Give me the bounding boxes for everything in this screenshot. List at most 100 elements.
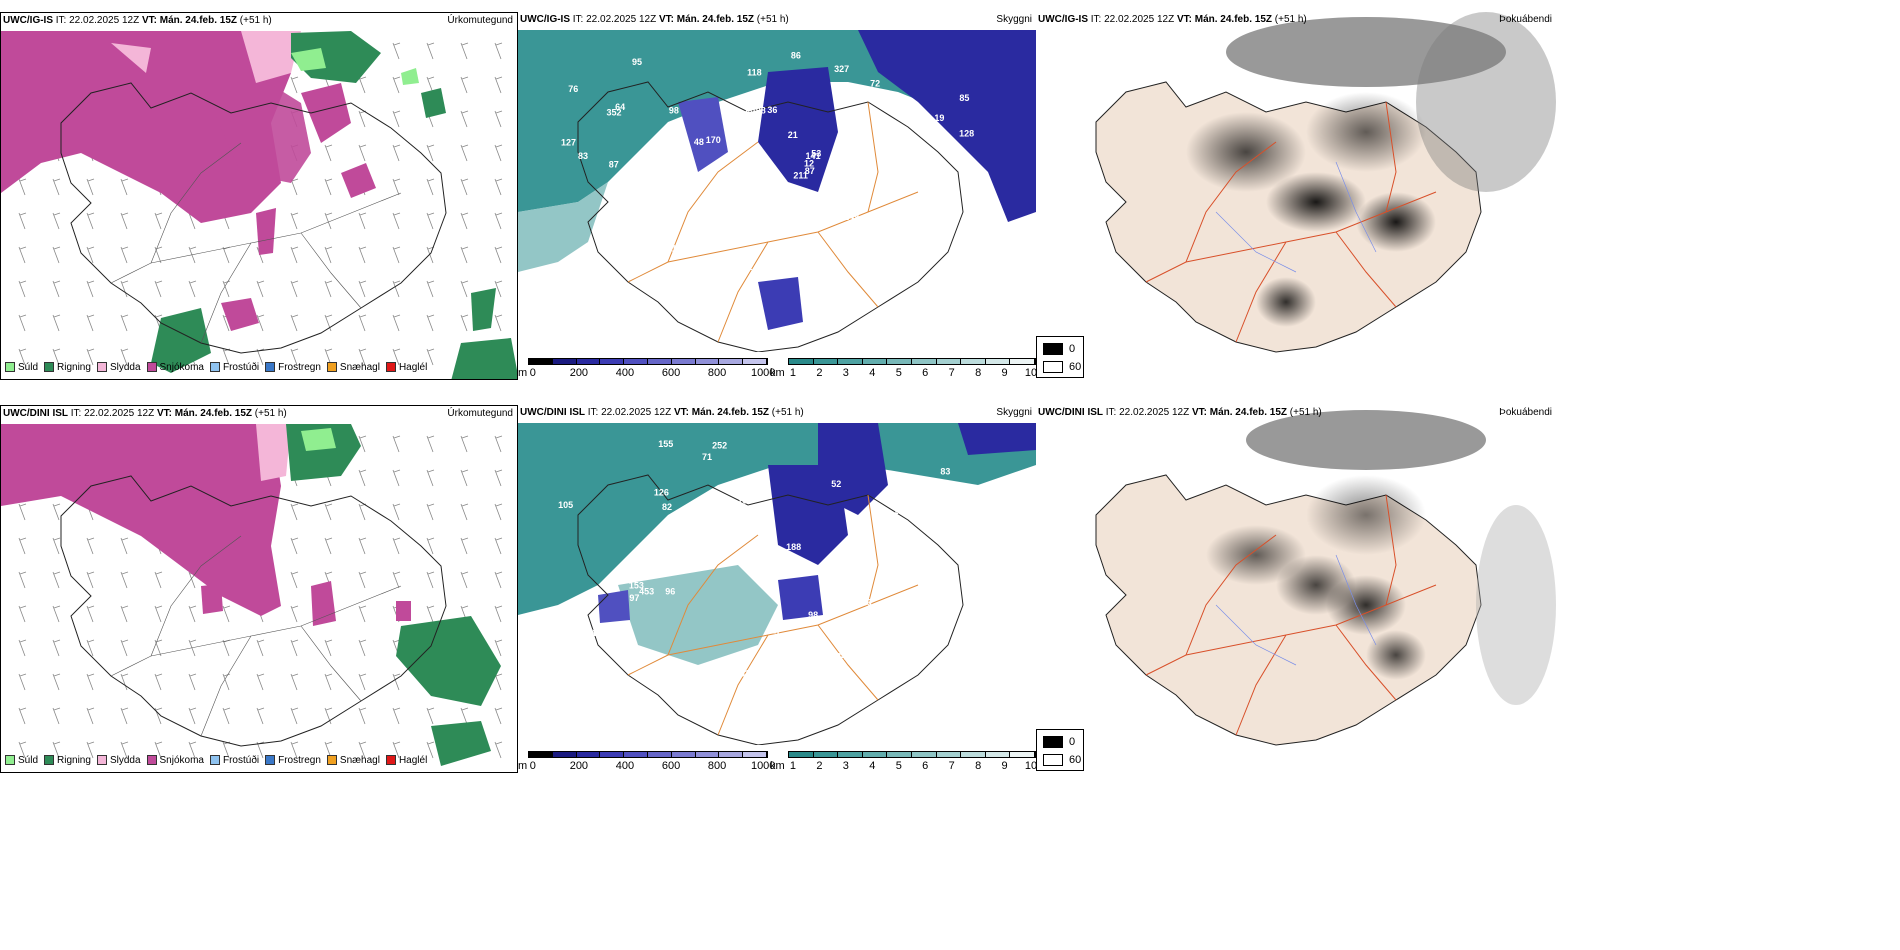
- wind-barb: [392, 212, 401, 230]
- legend-label: Frostregn: [278, 754, 321, 766]
- wind-barb: [494, 246, 503, 264]
- coastline: [577, 474, 964, 745]
- ceiling-value-label: 96: [674, 660, 684, 670]
- wind-barb: [188, 707, 197, 725]
- wind-barb: [290, 212, 299, 230]
- wind-barb: [154, 741, 163, 759]
- wind-barb: [18, 314, 27, 332]
- wind-barb: [154, 639, 163, 657]
- legend-swatch: [385, 755, 396, 765]
- ceiling-ticks: 0 200 400 600 800 1000: [528, 760, 776, 772]
- ceiling-value-label: 81: [742, 262, 752, 272]
- visibility-colorbar-segments: [788, 751, 1036, 758]
- legend-label: Slydda: [109, 361, 141, 373]
- ceiling-value-label: 189: [591, 285, 606, 295]
- wind-barb: [120, 605, 129, 623]
- model-name: UWC/IG-IS: [520, 14, 570, 25]
- init-time: IT: 22.02.2025 12Z: [55, 15, 140, 26]
- ceiling-value-label: 158: [846, 236, 861, 246]
- legend-label: Súld: [18, 754, 39, 766]
- wind-barb: [18, 246, 27, 264]
- wind-barb: [426, 212, 435, 230]
- parameter-title: Þokuábendi: [1499, 14, 1552, 25]
- wind-barb: [256, 314, 265, 332]
- wind-barb: [86, 707, 95, 725]
- legend-swatch: [44, 755, 55, 765]
- ceiling-value-label: 120: [592, 628, 607, 638]
- wind-barb: [494, 537, 503, 555]
- valid-label: VT:: [1176, 14, 1192, 25]
- road-network: [110, 535, 402, 737]
- wind-barb: [392, 314, 401, 332]
- wind-barb: [494, 212, 503, 230]
- legend-item-drizzle: Súld: [5, 362, 38, 373]
- legend-swatch: [326, 362, 337, 372]
- wind-barb: [86, 537, 95, 555]
- ceiling-value-label: 126: [857, 598, 872, 608]
- legend-item-graupel: Snæhagl: [326, 362, 380, 373]
- legend-item-freezing-drizzle: Frostúði: [209, 755, 259, 766]
- wind-barb: [460, 314, 469, 332]
- colorbar-segment: [887, 359, 912, 364]
- ceiling-value-label: 28: [745, 104, 755, 114]
- wind-barb: [18, 280, 27, 298]
- colorbar-segment: [789, 359, 814, 364]
- cloud-map: 906 340 141 158 126 38 188 385 216 204 105 155 120 35…: [518, 423, 1036, 745]
- colorbar-segment: [936, 752, 962, 757]
- wind-barb: [460, 503, 469, 521]
- wind-barb: [86, 212, 95, 230]
- legend-item-rain: Rigning: [44, 362, 91, 373]
- legend-swatch: [146, 362, 157, 372]
- fog-legend-max: 60: [1069, 754, 1082, 766]
- fog-map: [1095, 410, 1556, 746]
- wind-barb: [86, 314, 95, 332]
- drizzle-areas: [301, 428, 336, 451]
- ceiling-value-label: 153: [629, 581, 644, 591]
- legend-item-freezing-rain: Frostregn: [265, 755, 321, 766]
- wind-barb: [52, 571, 61, 589]
- wind-barb: [154, 280, 163, 298]
- legend-label: Haglél: [398, 361, 428, 373]
- ceiling-value-label: 178: [672, 243, 687, 253]
- panel-header: UWC/IG-IS IT: 22.02.2025 12Z VT: Mán. 24…: [518, 12, 1036, 28]
- low-ceiling-area: [758, 67, 838, 192]
- visibility-colorbar: km 1 2 3 4 5 6 7 8 9 10: [770, 751, 1036, 773]
- low-ceiling-area: [778, 575, 823, 620]
- wind-barb: [460, 42, 469, 60]
- ceiling-value-label: 97: [878, 685, 888, 695]
- snow-areas: [1, 31, 376, 331]
- legend-swatch: [96, 362, 107, 372]
- colorbar-tick-label: 4: [869, 760, 876, 772]
- wind-barb: [86, 673, 95, 691]
- ceiling-value-label: 82: [662, 502, 672, 512]
- fog-legend-min: 0: [1069, 343, 1076, 355]
- wind-barb: [222, 605, 231, 623]
- wind-barb: [324, 314, 333, 332]
- wind-barb: [392, 110, 401, 128]
- fog-shading: [1206, 410, 1556, 705]
- colorbar-segment: [911, 359, 937, 364]
- ceiling-value-label: 123: [648, 146, 663, 156]
- legend-label: Slydda: [109, 754, 141, 766]
- wind-barb: [188, 673, 197, 691]
- precip-legend: Súld Rigning Slydda Snjókoma Frostúði Fr…: [5, 359, 427, 375]
- wind-barb: [18, 605, 27, 623]
- ceiling-unit: m: [518, 760, 528, 772]
- init-time: IT: 22.02.2025 12Z: [1090, 14, 1175, 25]
- colorbar-segment: [529, 752, 553, 757]
- wind-barb: [290, 76, 299, 94]
- colorbar-segment: [813, 359, 839, 364]
- colorbar-segment: [813, 752, 839, 757]
- low-ceiling-area: [858, 30, 1036, 222]
- wind-barb: [52, 707, 61, 725]
- wind-barb: [18, 639, 27, 657]
- coastline: [60, 82, 447, 354]
- wind-barb: [324, 639, 333, 657]
- wind-barb: [392, 76, 401, 94]
- fog-legend-bottom: 0 60: [1036, 729, 1084, 771]
- legend-item-freezing-drizzle: Frostúði: [209, 362, 259, 373]
- wind-barb: [494, 178, 503, 196]
- wind-barb: [154, 212, 163, 230]
- wind-barb: [324, 178, 333, 196]
- wind-barb: [18, 348, 27, 366]
